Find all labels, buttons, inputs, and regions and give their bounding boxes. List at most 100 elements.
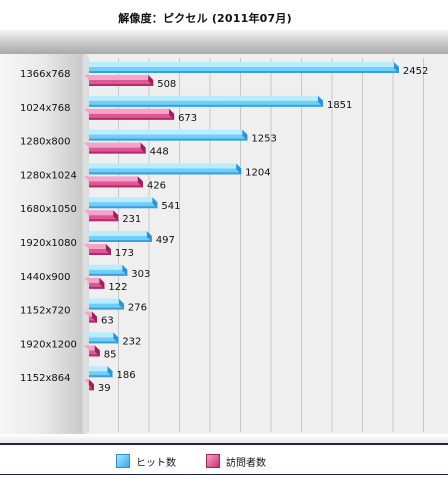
legend: ヒット数 訪問者数 (0, 446, 448, 474)
data-label: 1204 (245, 167, 270, 178)
header-band (0, 30, 448, 54)
bar (89, 303, 124, 310)
legend-top-rule (0, 443, 448, 445)
bar-top-face (84, 277, 105, 283)
bar-top-face (84, 231, 152, 236)
category-label: 1440x900 (20, 272, 70, 283)
data-label: 232 (122, 336, 141, 347)
category-label: 1920x1200 (20, 339, 77, 350)
data-label: 448 (150, 147, 169, 158)
bar (89, 282, 105, 289)
bar-end-face (140, 142, 146, 154)
bar-top-face (84, 176, 143, 182)
bar-top-face (84, 332, 119, 338)
category-label: 1280x800 (20, 137, 70, 148)
bar (89, 67, 399, 73)
bar-end-face (118, 298, 124, 310)
data-label: 173 (115, 248, 134, 259)
bar-bottom-edge (89, 320, 97, 323)
bar-end-face (317, 95, 323, 107)
bar (89, 168, 242, 175)
bar-top-face (84, 197, 158, 203)
bar-top-face (84, 264, 128, 270)
bar-bottom-edge (89, 185, 143, 188)
bar (89, 215, 119, 222)
category-label: 1680x1050 (20, 204, 77, 215)
legend-swatch-hits (116, 454, 130, 468)
data-label: 122 (108, 282, 127, 293)
bar-bottom-edge (89, 341, 119, 344)
data-label: 303 (131, 269, 150, 280)
bar (89, 269, 128, 276)
data-label: 85 (104, 349, 117, 360)
data-label: 426 (147, 180, 166, 191)
bar-bottom-edge (89, 206, 158, 209)
legend-item-visitors: 訪問者数 (206, 454, 266, 469)
bar-top-face (84, 108, 175, 114)
bar-end-face (393, 62, 399, 73)
category-label: 1024x768 (20, 103, 70, 114)
bar-top-face (84, 75, 154, 80)
bar-end-face (137, 176, 143, 188)
category-label: 1920x1080 (20, 238, 77, 249)
bar-top-face (84, 298, 124, 304)
bar-end-face (113, 210, 119, 222)
bar (89, 202, 158, 209)
bar-end-face (88, 379, 94, 391)
category-label: 1152x864 (20, 373, 70, 384)
bar-bottom-edge (89, 84, 154, 86)
chart-title: 解像度：ピクセル (2011年07月) (118, 12, 292, 25)
category-label: 1280x1024 (20, 170, 77, 181)
bar (89, 236, 152, 242)
chart-title-bar: 解像度：ピクセル (2011年07月) (0, 0, 448, 34)
bar-end-face (148, 75, 154, 86)
bar-bottom-edge (89, 138, 248, 141)
bar-bottom-edge (89, 104, 323, 107)
bar-bottom-edge (89, 71, 399, 73)
bar-bottom-edge (89, 273, 128, 276)
bar-end-face (169, 108, 175, 120)
data-label: 2452 (403, 66, 428, 77)
bar-end-face (242, 129, 248, 141)
bar-end-face (152, 197, 158, 209)
data-label: 231 (122, 214, 141, 225)
data-label: 1253 (251, 134, 276, 145)
bar-end-face (91, 311, 97, 323)
bar-top-face (84, 210, 119, 216)
bar-end-face (113, 332, 119, 344)
category-axis-panel (0, 54, 82, 434)
category-label: 1366x768 (20, 69, 70, 80)
data-label: 541 (161, 201, 180, 212)
data-label: 186 (117, 370, 136, 381)
bar-bottom-edge (89, 354, 100, 357)
bar-top-face (84, 163, 242, 169)
bar (89, 337, 119, 344)
data-label: 673 (178, 113, 197, 124)
legend-label-visitors: 訪問者数 (226, 458, 266, 469)
bar-bottom-edge (89, 375, 113, 378)
bar-end-face (122, 264, 128, 276)
data-label: 497 (156, 235, 175, 246)
legend-bottom-rule (0, 474, 448, 475)
legend-item-hits: ヒット数 (116, 454, 176, 469)
data-label: 508 (157, 79, 176, 90)
bar-top-face (84, 142, 146, 148)
bar-end-face (105, 244, 111, 255)
category-label: 1152x720 (20, 306, 70, 317)
bar (89, 100, 323, 107)
bar-top-face (84, 62, 399, 67)
data-label: 39 (98, 383, 111, 394)
bar-top-face (84, 366, 113, 372)
bar-end-face (107, 366, 113, 378)
bar-top-face (84, 95, 323, 101)
bar-bottom-edge (89, 286, 105, 289)
bar-bottom-edge (89, 253, 111, 255)
data-label: 276 (128, 303, 147, 314)
bar (89, 113, 175, 120)
bar (89, 371, 113, 378)
bar-end-face (94, 345, 100, 357)
bar-bottom-edge (89, 240, 152, 242)
legend-swatch-visitors (206, 454, 220, 468)
bar-bottom-edge (89, 219, 119, 222)
